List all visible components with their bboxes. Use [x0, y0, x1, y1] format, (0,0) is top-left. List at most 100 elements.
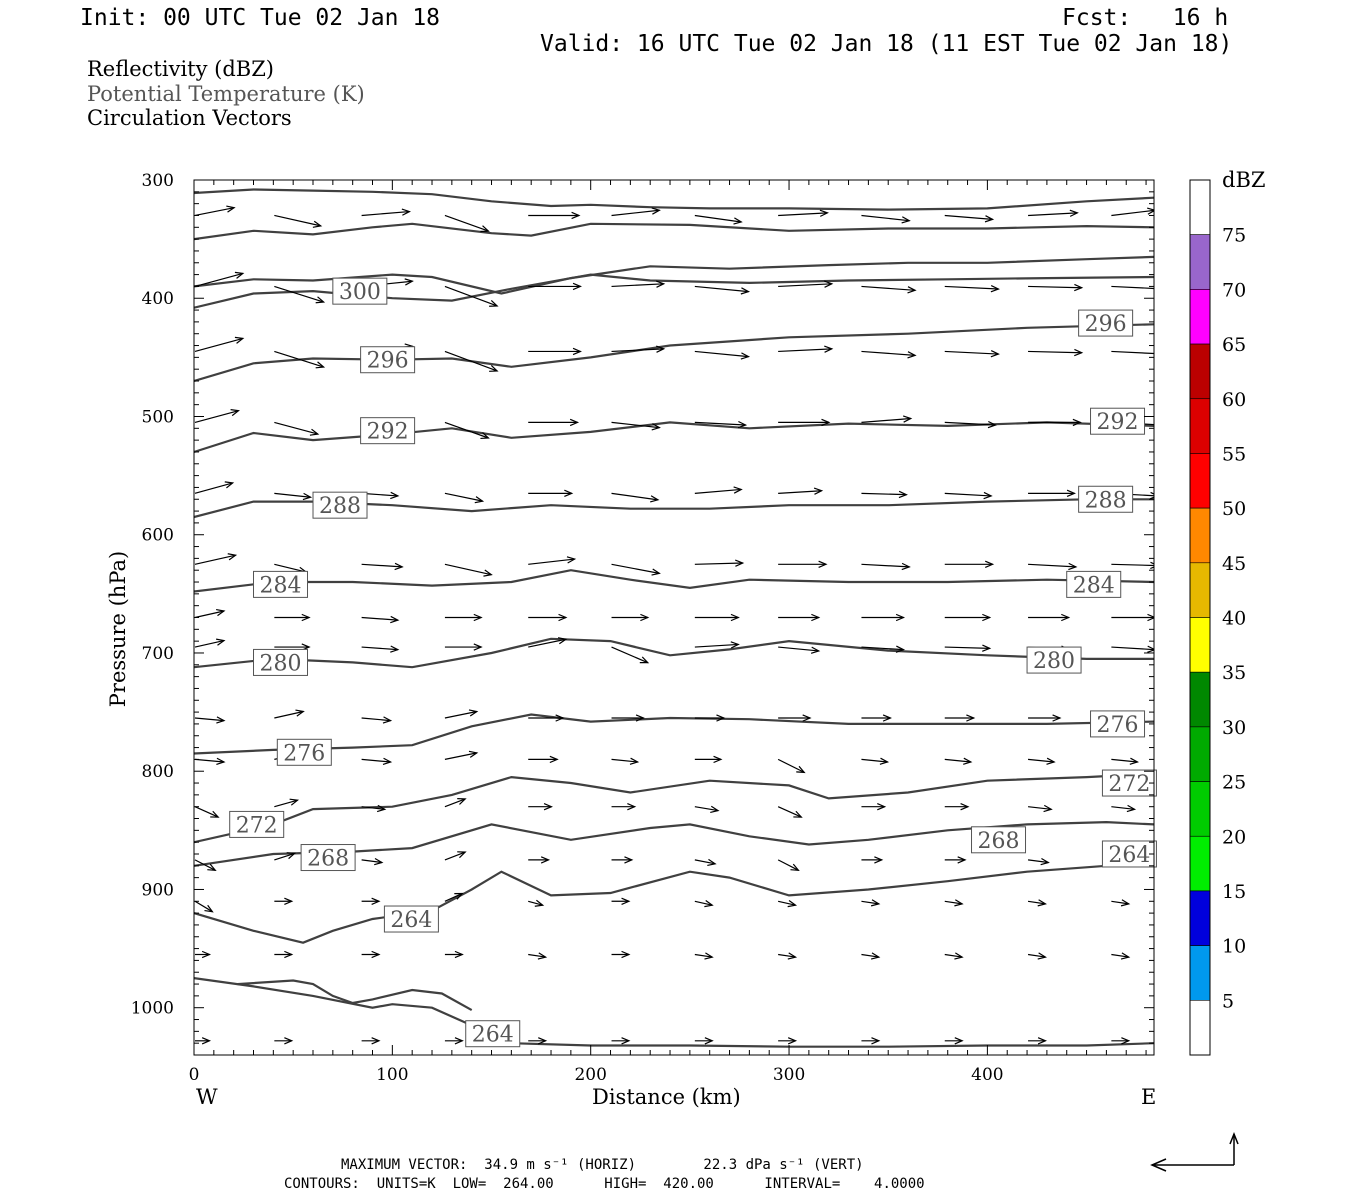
isentrope-label: 280: [253, 648, 309, 676]
isentrope-label: 296: [360, 346, 416, 374]
wind-vector: [944, 560, 995, 568]
y-tick-label: 400: [142, 289, 174, 309]
x-axis-title: Distance (km): [592, 1085, 741, 1109]
wind-vector: [861, 899, 881, 907]
isentrope-label: 284: [1066, 570, 1122, 598]
colorbar-swatch: [1189, 234, 1211, 290]
svg-text:276: 276: [283, 741, 325, 766]
isentrope-label: 268: [971, 826, 1027, 854]
wind-vector: [194, 481, 235, 494]
colorbar-label: 55: [1222, 443, 1246, 465]
svg-text:288: 288: [319, 494, 361, 519]
isentrope-label: 268: [300, 844, 356, 872]
wind-vector: [861, 645, 906, 653]
wind-vector: [528, 714, 565, 722]
wind-vector: [944, 803, 970, 811]
colorbar-frame: [1189, 179, 1211, 1056]
wind-vector: [361, 950, 381, 959]
wind-vector: [611, 613, 650, 622]
wind-vector: [528, 613, 568, 622]
svg-text:264: 264: [390, 908, 432, 933]
svg-text:284: 284: [1073, 573, 1115, 598]
forecast-hour: Fcst: 16 h: [1062, 5, 1229, 31]
wind-vector: [861, 952, 881, 960]
wind-vector: [194, 638, 226, 648]
wind-vector: [528, 489, 574, 498]
isentrope-label: 264: [1101, 840, 1157, 868]
y-tick-label: 700: [142, 644, 174, 664]
colorbar-label: 35: [1222, 662, 1246, 684]
x-tick-label: 400: [971, 1065, 1003, 1085]
wind-vector: [944, 644, 992, 652]
contours-text: CONTOURS: UNITS=K LOW= 264.00 HIGH= 420.…: [284, 1176, 925, 1192]
x-tick-label: 300: [773, 1065, 805, 1085]
x-tick-label: 0: [189, 1065, 200, 1085]
wind-vector: [274, 613, 311, 622]
y-tick-label: 500: [142, 407, 174, 427]
wind-vector: [778, 1037, 798, 1045]
wind-vector: [611, 646, 650, 664]
wind-vector: [611, 803, 637, 811]
isentrope-label: 292: [360, 417, 416, 445]
wind-vector: [694, 559, 745, 567]
wind-vector: [361, 804, 387, 813]
isentrope-line: [194, 977, 1154, 1048]
y-tick-label: 900: [142, 880, 174, 900]
wind-vector: [861, 562, 911, 571]
wind-vector: [1111, 207, 1154, 217]
colorbar-label: 75: [1222, 225, 1246, 247]
wind-vector: [611, 207, 661, 217]
isentrope-line: [194, 713, 1154, 755]
wind-vector: [694, 420, 748, 429]
wind-vector: [694, 714, 726, 722]
wind-vector: [1111, 350, 1154, 355]
wind-vector: [444, 285, 499, 307]
wind-vector: [611, 563, 661, 576]
init-time: Init: 00 UTC Tue 02 Jan 18: [80, 5, 441, 31]
wind-vector: [694, 805, 720, 814]
wind-vector: [361, 716, 393, 724]
wind-vector: [861, 714, 892, 722]
wind-vector: [694, 214, 743, 225]
colorbar-label: 20: [1222, 826, 1246, 848]
svg-text:296: 296: [1085, 312, 1127, 337]
wind-vector: [1028, 489, 1076, 498]
y-tick-label: 800: [142, 762, 174, 782]
svg-text:288: 288: [1085, 488, 1127, 513]
wind-vector: [1111, 645, 1154, 653]
wind-vector: [1111, 757, 1139, 765]
wind-vector: [861, 1037, 881, 1045]
wind-vector: [194, 859, 217, 872]
svg-text:296: 296: [367, 349, 409, 374]
reference-vector-icon: [1150, 1131, 1239, 1172]
wind-vector: [1111, 561, 1154, 570]
wind-vector: [611, 345, 666, 353]
colorbar-swatch: [1189, 343, 1211, 400]
wind-vector: [778, 280, 834, 288]
svg-text:300: 300: [339, 280, 381, 305]
wind-vector: [1111, 285, 1154, 290]
wind-vector: [195, 1037, 212, 1045]
wind-vector: [694, 900, 714, 908]
svg-text:292: 292: [367, 420, 409, 445]
isentrope-label: 272: [1101, 769, 1157, 797]
colorbar-label: 70: [1222, 279, 1246, 301]
colorbar-swatch: [1189, 507, 1211, 564]
wind-vector: [528, 899, 545, 907]
legend-potential-temperature: Potential Temperature (K): [87, 82, 365, 106]
wind-vector: [778, 646, 821, 654]
wind-vector: [861, 613, 906, 622]
wind-vector: [361, 645, 400, 653]
colorbar-swatch: [1189, 289, 1211, 345]
wind-vector: [944, 350, 1000, 358]
svg-text:264: 264: [472, 1023, 514, 1048]
isentrope-label: 284: [253, 570, 309, 598]
isentrope-label: 296: [1078, 309, 1134, 337]
wind-vector: [778, 952, 798, 960]
wind-vector: [444, 750, 479, 760]
wind-vector: [528, 755, 559, 764]
wind-vector: [611, 714, 645, 722]
colorbar-label: 60: [1222, 389, 1246, 411]
wind-vector: [528, 282, 582, 291]
